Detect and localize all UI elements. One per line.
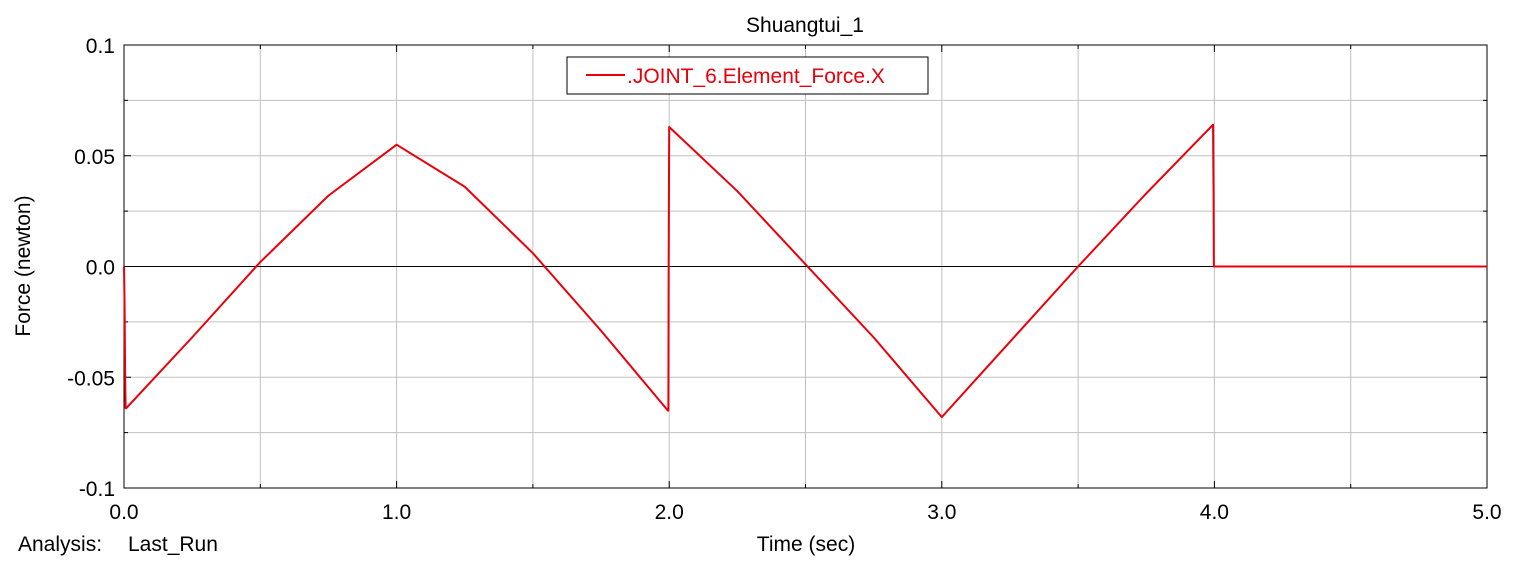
y-tick-label: -0.1: [79, 478, 115, 501]
legend[interactable]: .JOINT_6.Element_Force.X: [566, 56, 929, 95]
y-tick-labels: -0.1 -0.05 0.0 0.05 0.1: [67, 35, 115, 501]
x-tick-labels: 0.0 1.0 2.0 3.0 4.0 5.0: [109, 501, 1501, 524]
x-tick-label: 5.0: [1472, 501, 1501, 524]
x-tick-label: 0.0: [109, 501, 138, 524]
x-tick-label: 1.0: [382, 501, 411, 524]
series-line: [123, 123, 1487, 419]
legend-series-name: .JOINT_6.Element_Force.X: [627, 65, 885, 88]
x-tick-label: 4.0: [1200, 501, 1229, 524]
y-axis-label: Force (newton): [12, 195, 35, 336]
analysis-value: Last_Run: [128, 533, 218, 556]
axis-ticks: [123, 44, 1488, 489]
y-tick-label: 0.05: [74, 146, 115, 169]
y-tick-label: 0.1: [86, 35, 115, 58]
x-axis-label: Time (sec): [757, 533, 855, 556]
legend-box: [566, 56, 929, 95]
x-tick-label: 2.0: [655, 501, 684, 524]
y-tick-label: -0.05: [67, 367, 115, 390]
x-tick-label: 3.0: [927, 501, 956, 524]
y-tick-label: 0.0: [86, 257, 115, 280]
chart-title: Shuangtui_1: [746, 14, 864, 37]
series-layer: [123, 123, 1487, 419]
analysis-label: Analysis:: [18, 533, 102, 556]
